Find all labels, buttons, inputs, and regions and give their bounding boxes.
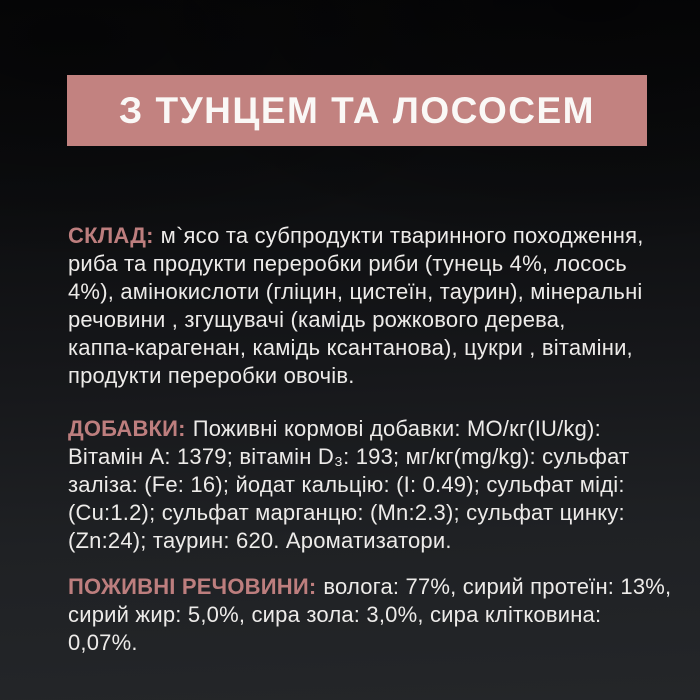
additives-text: Поживні кормові добавки: МО/кг(IU/kg): Ві…: [68, 416, 630, 553]
additives-heading: ДОБАВКИ:: [68, 416, 186, 441]
composition-section: СКЛАД: м`ясо та субпродукти тваринного по…: [68, 222, 668, 390]
composition-text: м`ясо та субпродукти тваринного походжен…: [68, 223, 644, 388]
flavor-banner: З ТУНЦЕМ ТА ЛОСОСЕМ: [67, 75, 647, 146]
nutrients-heading: ПОЖИВНІ РЕЧОВИНИ:: [68, 574, 317, 599]
nutrients-section: ПОЖИВНІ РЕЧОВИНИ: волога: 77%, сирий прот…: [68, 573, 672, 657]
nutrients-text: волога: 77%, сирий протеїн: 13%, сирий жи…: [68, 574, 672, 655]
composition-heading: СКЛАД:: [68, 223, 154, 248]
flavor-banner-title: З ТУНЦЕМ ТА ЛОСОСЕМ: [119, 89, 595, 131]
additives-section: ДОБАВКИ: Поживні кормові добавки: МО/кг(I…: [68, 415, 668, 555]
